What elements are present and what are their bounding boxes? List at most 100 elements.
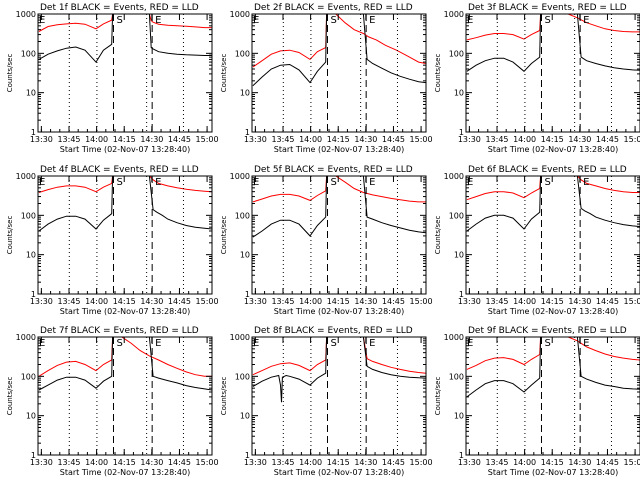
detector-panel-5: Det 5f BLACK = Events, RED = LLD S E E 1 10 10… bbox=[220, 165, 433, 316]
x-tick-label: 14:15 bbox=[327, 297, 350, 306]
detector-panel-9: Det 9f BLACK = Events, RED = LLD S E E 1 10 10… bbox=[434, 326, 640, 477]
detector-panel-3: Det 3f BLACK = Events, RED = LLD S E E 1 10 10… bbox=[434, 3, 640, 154]
x-tick-label: 14:45 bbox=[596, 135, 619, 144]
y-tick-label: 1000 bbox=[16, 172, 36, 181]
detector-panel-6: Det 6f BLACK = Events, RED = LLD S E E 1 10 10… bbox=[434, 165, 640, 316]
marker-s: S bbox=[116, 338, 122, 349]
detector-panel-8: Det 8f BLACK = Events, RED = LLD S E E 1 10 10… bbox=[220, 326, 433, 477]
y-tick-label: 10 bbox=[454, 89, 464, 98]
panel-title: Det 4f BLACK = Events, RED = LLD bbox=[40, 165, 199, 175]
y-tick-label: 100 bbox=[21, 211, 36, 220]
marker-s: S bbox=[544, 338, 550, 349]
x-tick-label: 15:00 bbox=[410, 458, 433, 467]
plot-frame bbox=[465, 13, 640, 133]
x-tick-label: 14:00 bbox=[299, 297, 322, 306]
y-tick-label: 1 bbox=[245, 128, 250, 137]
detector-panel-2: Det 2f BLACK = Events, RED = LLD S E E 1 10 10… bbox=[220, 3, 433, 154]
x-tick-label: 14:15 bbox=[113, 135, 136, 144]
events-series-line bbox=[252, 14, 426, 87]
x-tick-label: 13:30 bbox=[458, 297, 481, 306]
lld-series-line bbox=[38, 176, 212, 193]
panel-title: Det 3f BLACK = Events, RED = LLD bbox=[468, 3, 627, 13]
y-tick-label: 1000 bbox=[230, 172, 250, 181]
x-tick-label: 14:15 bbox=[541, 297, 564, 306]
x-tick-label: 14:45 bbox=[168, 297, 191, 306]
x-tick-label: 13:45 bbox=[485, 135, 508, 144]
x-tick-label: 14:00 bbox=[85, 297, 108, 306]
x-axis-label: Start Time (02-Nov-07 13:28:40) bbox=[274, 145, 404, 154]
plot-frame bbox=[251, 336, 427, 456]
y-axis-label: Counts/sec bbox=[6, 377, 14, 416]
x-tick-label: 14:30 bbox=[354, 458, 377, 467]
y-tick-label: 100 bbox=[21, 49, 36, 58]
x-tick-label: 14:30 bbox=[140, 297, 163, 306]
y-axis-label: Counts/sec bbox=[434, 377, 442, 416]
lld-series-line bbox=[38, 337, 212, 377]
x-tick-label: 14:15 bbox=[541, 135, 564, 144]
events-series-line bbox=[466, 337, 640, 398]
x-tick-label: 13:45 bbox=[57, 458, 80, 467]
x-tick-label: 14:30 bbox=[568, 458, 591, 467]
x-tick-label: 14:30 bbox=[140, 458, 163, 467]
y-tick-label: 10 bbox=[454, 251, 464, 260]
y-tick-label: 10 bbox=[240, 89, 250, 98]
x-tick-label: 14:30 bbox=[568, 297, 591, 306]
x-tick-label: 14:15 bbox=[541, 458, 564, 467]
lld-series-line bbox=[466, 337, 640, 370]
x-tick-label: 13:45 bbox=[485, 297, 508, 306]
x-tick-label: 15:00 bbox=[196, 458, 219, 467]
x-tick-label: 14:00 bbox=[299, 458, 322, 467]
marker-e-corner: E bbox=[253, 177, 259, 188]
y-axis-label: Counts/sec bbox=[220, 377, 228, 416]
x-axis-label: Start Time (02-Nov-07 13:28:40) bbox=[274, 307, 404, 316]
marker-s: S bbox=[116, 177, 122, 188]
x-tick-label: 15:00 bbox=[410, 135, 433, 144]
plot-frame bbox=[37, 13, 213, 133]
marker-e-corner: E bbox=[467, 177, 473, 188]
x-tick-label: 14:00 bbox=[513, 135, 536, 144]
x-tick-label: 14:00 bbox=[85, 135, 108, 144]
x-tick-label: 15:00 bbox=[624, 458, 640, 467]
y-tick-label: 1 bbox=[31, 451, 36, 460]
x-tick-label: 14:45 bbox=[382, 135, 405, 144]
y-tick-label: 100 bbox=[235, 49, 250, 58]
y-tick-label: 1000 bbox=[16, 10, 36, 19]
x-tick-label: 13:30 bbox=[244, 458, 267, 467]
x-tick-label: 14:15 bbox=[113, 297, 136, 306]
y-tick-label: 10 bbox=[240, 251, 250, 260]
marker-e-corner: E bbox=[467, 15, 473, 26]
plot-frame bbox=[465, 175, 640, 295]
lld-series-line bbox=[466, 176, 640, 201]
y-tick-label: 1000 bbox=[230, 10, 250, 19]
detector-panel-4: Det 4f BLACK = Events, RED = LLD S E E 1 10 10… bbox=[6, 165, 219, 316]
x-tick-label: 14:15 bbox=[113, 458, 136, 467]
y-tick-label: 100 bbox=[235, 211, 250, 220]
marker-e-corner: E bbox=[253, 338, 259, 349]
y-tick-label: 1000 bbox=[230, 333, 250, 342]
x-tick-label: 14:00 bbox=[513, 458, 536, 467]
y-tick-label: 100 bbox=[449, 211, 464, 220]
x-tick-label: 15:00 bbox=[624, 135, 640, 144]
x-tick-label: 13:30 bbox=[30, 135, 53, 144]
x-tick-label: 13:30 bbox=[30, 458, 53, 467]
lld-series-line bbox=[466, 14, 640, 41]
x-tick-label: 13:30 bbox=[244, 297, 267, 306]
lld-series-line bbox=[252, 176, 426, 203]
y-tick-label: 100 bbox=[449, 372, 464, 381]
marker-e-corner: E bbox=[253, 15, 259, 26]
y-tick-label: 100 bbox=[235, 372, 250, 381]
plot-frame bbox=[251, 13, 427, 133]
x-axis-label: Start Time (02-Nov-07 13:28:40) bbox=[60, 468, 190, 477]
y-axis-label: Counts/sec bbox=[220, 216, 228, 255]
x-tick-label: 14:30 bbox=[140, 135, 163, 144]
events-series-line bbox=[252, 337, 426, 403]
panel-title: Det 6f BLACK = Events, RED = LLD bbox=[468, 165, 627, 175]
x-tick-label: 13:45 bbox=[271, 458, 294, 467]
y-axis-label: Counts/sec bbox=[434, 54, 442, 93]
marker-e: E bbox=[583, 15, 589, 26]
y-tick-label: 10 bbox=[454, 412, 464, 421]
detector-panel-1: Det 1f BLACK = Events, RED = LLD S E E 1 10 10… bbox=[6, 3, 219, 154]
x-axis-label: Start Time (02-Nov-07 13:28:40) bbox=[488, 145, 618, 154]
y-tick-label: 1 bbox=[31, 290, 36, 299]
x-tick-label: 13:45 bbox=[57, 135, 80, 144]
